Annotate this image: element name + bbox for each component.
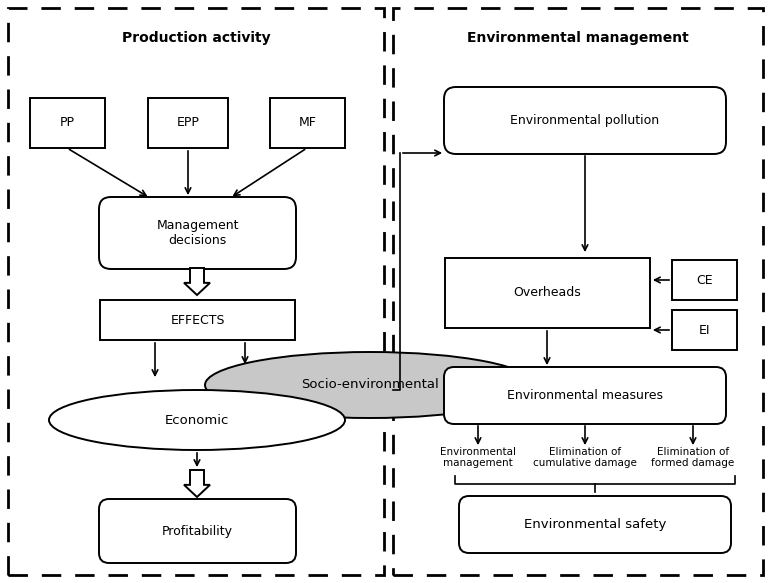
Bar xyxy=(393,8,763,575)
Text: Environmental safety: Environmental safety xyxy=(524,518,666,531)
Text: Profitability: Profitability xyxy=(162,525,233,538)
Text: cumulative damage: cumulative damage xyxy=(533,458,637,468)
Text: Management
decisions: Management decisions xyxy=(157,219,239,247)
Text: EPP: EPP xyxy=(177,117,200,129)
FancyBboxPatch shape xyxy=(444,367,726,424)
Text: formed damage: formed damage xyxy=(651,458,735,468)
Text: Socio-environmental: Socio-environmental xyxy=(301,378,439,392)
Text: Environmental: Environmental xyxy=(440,447,516,457)
Polygon shape xyxy=(184,268,210,295)
FancyBboxPatch shape xyxy=(99,197,296,269)
Text: Environmental management: Environmental management xyxy=(467,31,689,45)
FancyBboxPatch shape xyxy=(444,87,726,154)
Text: Production activity: Production activity xyxy=(122,31,271,45)
Bar xyxy=(8,8,384,575)
Text: management: management xyxy=(443,458,513,468)
Bar xyxy=(30,98,105,148)
Bar xyxy=(270,98,345,148)
Text: Overheads: Overheads xyxy=(513,286,581,300)
FancyBboxPatch shape xyxy=(459,496,731,553)
Text: PP: PP xyxy=(60,117,75,129)
Bar xyxy=(672,310,737,350)
Bar xyxy=(445,258,650,328)
Text: Environmental pollution: Environmental pollution xyxy=(510,114,659,127)
Text: EI: EI xyxy=(699,324,710,336)
Text: CE: CE xyxy=(696,273,713,286)
Bar xyxy=(148,98,228,148)
Bar xyxy=(100,300,295,340)
Text: Elimination of: Elimination of xyxy=(549,447,621,457)
Text: Environmental measures: Environmental measures xyxy=(507,389,663,402)
FancyBboxPatch shape xyxy=(99,499,296,563)
Bar xyxy=(672,260,737,300)
Text: EFFECTS: EFFECTS xyxy=(170,314,225,326)
Text: MF: MF xyxy=(298,117,316,129)
Ellipse shape xyxy=(205,352,535,418)
Text: Elimination of: Elimination of xyxy=(657,447,729,457)
Polygon shape xyxy=(184,470,210,497)
Text: Economic: Economic xyxy=(165,413,229,427)
Ellipse shape xyxy=(49,390,345,450)
